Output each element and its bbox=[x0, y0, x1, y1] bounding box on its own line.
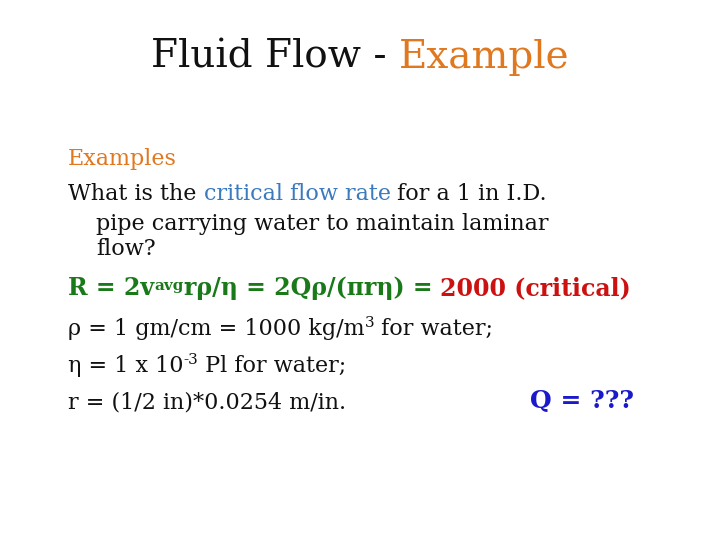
Text: for a 1 in I.D.: for a 1 in I.D. bbox=[390, 183, 547, 205]
Text: Q = ???: Q = ??? bbox=[530, 389, 634, 413]
Text: pipe carrying water to maintain laminar: pipe carrying water to maintain laminar bbox=[96, 213, 549, 235]
Text: Example: Example bbox=[399, 39, 570, 76]
Text: for water;: for water; bbox=[374, 318, 493, 340]
Text: R = 2v: R = 2v bbox=[68, 276, 154, 300]
Text: -3: -3 bbox=[184, 353, 198, 367]
Text: η = 1 x 10: η = 1 x 10 bbox=[68, 355, 184, 377]
Text: ρ = 1 gm/cm = 1000 kg/m: ρ = 1 gm/cm = 1000 kg/m bbox=[68, 318, 364, 340]
Text: 3: 3 bbox=[364, 316, 374, 330]
Text: flow?: flow? bbox=[96, 238, 156, 260]
Text: Pl for water;: Pl for water; bbox=[198, 355, 346, 377]
Text: avg: avg bbox=[154, 279, 184, 293]
Text: rρ/η = 2Qρ/(πrη) =: rρ/η = 2Qρ/(πrη) = bbox=[184, 276, 441, 300]
Text: What is the: What is the bbox=[68, 183, 204, 205]
Text: critical flow rate: critical flow rate bbox=[204, 183, 390, 205]
Text: Fluid Flow -: Fluid Flow - bbox=[150, 39, 399, 76]
Text: r = (1/2 in)*0.0254 m/in.: r = (1/2 in)*0.0254 m/in. bbox=[68, 391, 346, 413]
Text: Examples: Examples bbox=[68, 148, 177, 170]
Text: 2000 (critical): 2000 (critical) bbox=[441, 276, 631, 300]
